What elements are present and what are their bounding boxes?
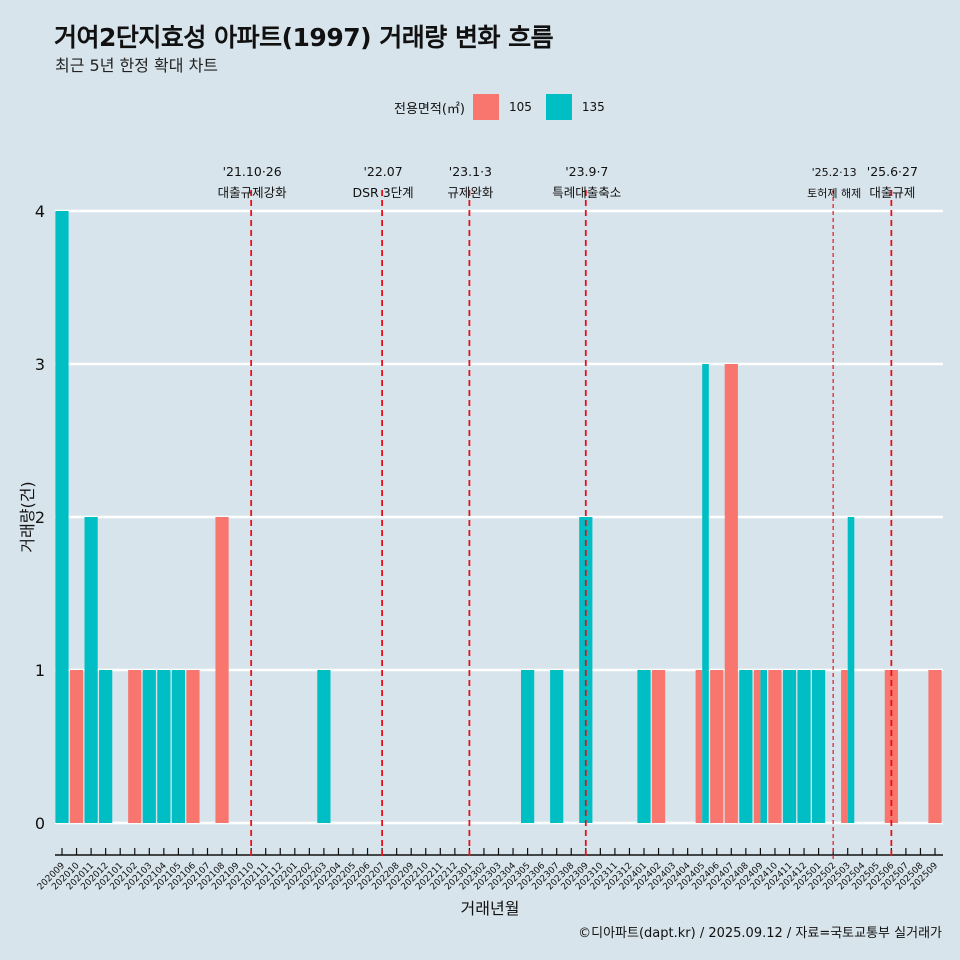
bar-105 xyxy=(651,670,666,823)
bar-135 xyxy=(550,670,564,823)
bar-105 xyxy=(928,670,942,823)
bar-135 xyxy=(55,211,69,823)
x-axis-title: 거래년월 xyxy=(461,899,520,918)
bar-135 xyxy=(84,517,98,823)
bar-135 xyxy=(521,670,535,823)
y-tick-label: 4 xyxy=(35,202,45,221)
bar-105 xyxy=(841,670,848,823)
event-label: 대출규제 xyxy=(869,185,915,200)
event-date-label: '23.1·3 xyxy=(449,164,492,179)
bar-135 xyxy=(171,670,185,823)
bar-135 xyxy=(142,670,156,823)
legend-title: 전용면적(㎡) xyxy=(394,101,465,117)
bar-135 xyxy=(760,670,767,823)
y-axis-title: 거래량(건) xyxy=(18,481,37,552)
legend-key-105 xyxy=(472,94,499,120)
event-label: 토허제 해제 xyxy=(807,186,861,200)
event-label: 특례대출축소 xyxy=(552,185,621,200)
event-label: 대출규제강화 xyxy=(218,185,288,200)
bar-135 xyxy=(812,670,826,823)
bar-105 xyxy=(186,670,200,823)
source-caption: ©디아파트(dapt.kr) / 2025.09.12 / 자료=국토교통부 실… xyxy=(578,926,942,941)
event-date-label: '22.07 xyxy=(363,164,402,179)
legend-label-105: 105 xyxy=(508,100,532,114)
y-tick-label: 2 xyxy=(35,508,45,527)
chart-title: 거여2단지효성 아파트(1997) 거래량 변화 흐름 xyxy=(54,23,554,52)
y-tick-label: 0 xyxy=(35,814,45,833)
bar-105 xyxy=(768,670,782,823)
bar-105 xyxy=(710,670,724,823)
bar-135 xyxy=(637,670,651,823)
bar-135 xyxy=(797,670,811,823)
bar-105 xyxy=(69,670,84,823)
bar-135 xyxy=(99,670,113,823)
bar-135 xyxy=(739,670,753,823)
event-label: 규제완화 xyxy=(447,185,494,200)
chart-subtitle: 최근 5년 한정 확대 차트 xyxy=(55,56,219,75)
bar-105 xyxy=(724,364,738,823)
bar-105 xyxy=(695,670,703,823)
legend-key-135 xyxy=(545,94,572,120)
y-tick-label: 3 xyxy=(35,355,45,374)
event-date-label: '23.9·7 xyxy=(565,164,608,179)
y-tick-label: 1 xyxy=(35,661,45,680)
bar-105 xyxy=(215,517,229,823)
bar-135 xyxy=(847,517,855,823)
legend: 전용면적(㎡) 105 135 xyxy=(394,93,619,121)
event-date-label: '25.6·27 xyxy=(867,164,918,179)
legend-label-135: 135 xyxy=(581,100,605,114)
bar-135 xyxy=(702,364,709,823)
event-label: DSR 3단계 xyxy=(353,185,414,200)
bar-135 xyxy=(157,670,171,823)
bar-105 xyxy=(884,670,898,823)
bar-105 xyxy=(128,670,142,823)
bar-135 xyxy=(317,670,331,823)
event-date-label: '25.2·13 xyxy=(812,166,857,179)
bar-135 xyxy=(782,670,797,823)
event-date-label: '21.10·26 xyxy=(223,164,282,179)
bar-105 xyxy=(753,670,761,823)
